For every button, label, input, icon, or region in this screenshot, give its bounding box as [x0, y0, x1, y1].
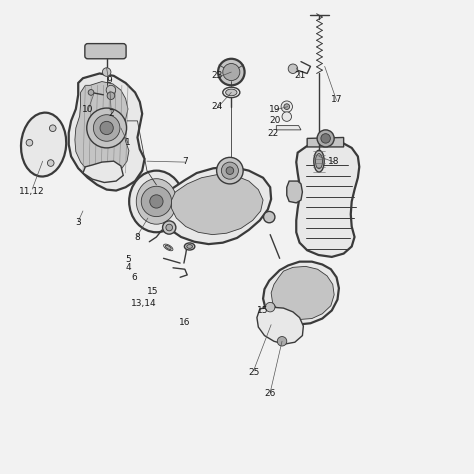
- Polygon shape: [276, 126, 301, 130]
- Polygon shape: [296, 140, 359, 257]
- Text: 15: 15: [257, 306, 269, 315]
- FancyBboxPatch shape: [85, 44, 126, 59]
- Ellipse shape: [314, 150, 324, 172]
- Ellipse shape: [226, 89, 237, 96]
- Text: 4: 4: [125, 264, 131, 272]
- Text: 18: 18: [328, 157, 340, 165]
- Ellipse shape: [187, 245, 192, 248]
- Text: 8: 8: [135, 233, 140, 241]
- Ellipse shape: [129, 171, 184, 232]
- Circle shape: [49, 125, 56, 132]
- Circle shape: [282, 112, 292, 121]
- Polygon shape: [307, 137, 344, 147]
- Text: 26: 26: [264, 389, 276, 398]
- Ellipse shape: [165, 246, 171, 249]
- Ellipse shape: [21, 113, 66, 176]
- Text: 2: 2: [109, 109, 114, 118]
- Circle shape: [317, 130, 334, 147]
- Circle shape: [107, 92, 115, 100]
- Text: 3: 3: [75, 219, 81, 227]
- Polygon shape: [69, 73, 145, 191]
- Text: 13,14: 13,14: [131, 299, 156, 308]
- Polygon shape: [83, 161, 123, 182]
- Circle shape: [26, 139, 33, 146]
- Text: 25: 25: [248, 368, 259, 376]
- Circle shape: [163, 221, 176, 234]
- Circle shape: [265, 302, 275, 312]
- Circle shape: [223, 64, 240, 81]
- Polygon shape: [257, 307, 303, 344]
- Ellipse shape: [137, 179, 177, 224]
- Ellipse shape: [184, 243, 195, 250]
- Circle shape: [106, 85, 116, 95]
- Circle shape: [87, 108, 127, 148]
- Circle shape: [226, 167, 234, 174]
- Text: 19: 19: [269, 105, 281, 113]
- Text: 24: 24: [211, 102, 223, 111]
- Circle shape: [150, 195, 163, 208]
- Circle shape: [281, 101, 292, 112]
- Text: 10: 10: [82, 105, 93, 113]
- Circle shape: [217, 157, 243, 184]
- Circle shape: [284, 104, 290, 109]
- Text: 1: 1: [125, 138, 131, 146]
- Text: 6: 6: [131, 273, 137, 282]
- Circle shape: [288, 64, 298, 73]
- Circle shape: [47, 160, 54, 166]
- Circle shape: [102, 68, 111, 76]
- Circle shape: [93, 115, 120, 141]
- Polygon shape: [172, 174, 263, 235]
- Polygon shape: [271, 266, 334, 319]
- Polygon shape: [263, 262, 339, 325]
- Ellipse shape: [164, 244, 173, 251]
- Text: 5: 5: [125, 255, 131, 264]
- Circle shape: [88, 90, 94, 95]
- Text: 21: 21: [294, 72, 306, 80]
- Circle shape: [221, 162, 238, 179]
- Circle shape: [218, 59, 245, 85]
- Circle shape: [264, 211, 275, 223]
- Ellipse shape: [316, 154, 322, 169]
- Text: 22: 22: [267, 129, 278, 138]
- Text: 23: 23: [211, 72, 223, 80]
- Text: 9: 9: [106, 76, 112, 85]
- Polygon shape: [160, 167, 271, 244]
- Circle shape: [100, 121, 113, 135]
- Ellipse shape: [223, 87, 240, 98]
- Text: 7: 7: [182, 157, 188, 165]
- Text: 16: 16: [179, 318, 191, 327]
- Text: 20: 20: [269, 117, 281, 125]
- Circle shape: [166, 224, 173, 231]
- Circle shape: [321, 134, 330, 143]
- Text: 11,12: 11,12: [19, 188, 45, 196]
- Circle shape: [277, 337, 287, 346]
- Text: 15: 15: [147, 287, 159, 296]
- Circle shape: [141, 186, 172, 217]
- Text: 17: 17: [331, 95, 342, 104]
- Polygon shape: [75, 82, 129, 178]
- Polygon shape: [287, 181, 302, 203]
